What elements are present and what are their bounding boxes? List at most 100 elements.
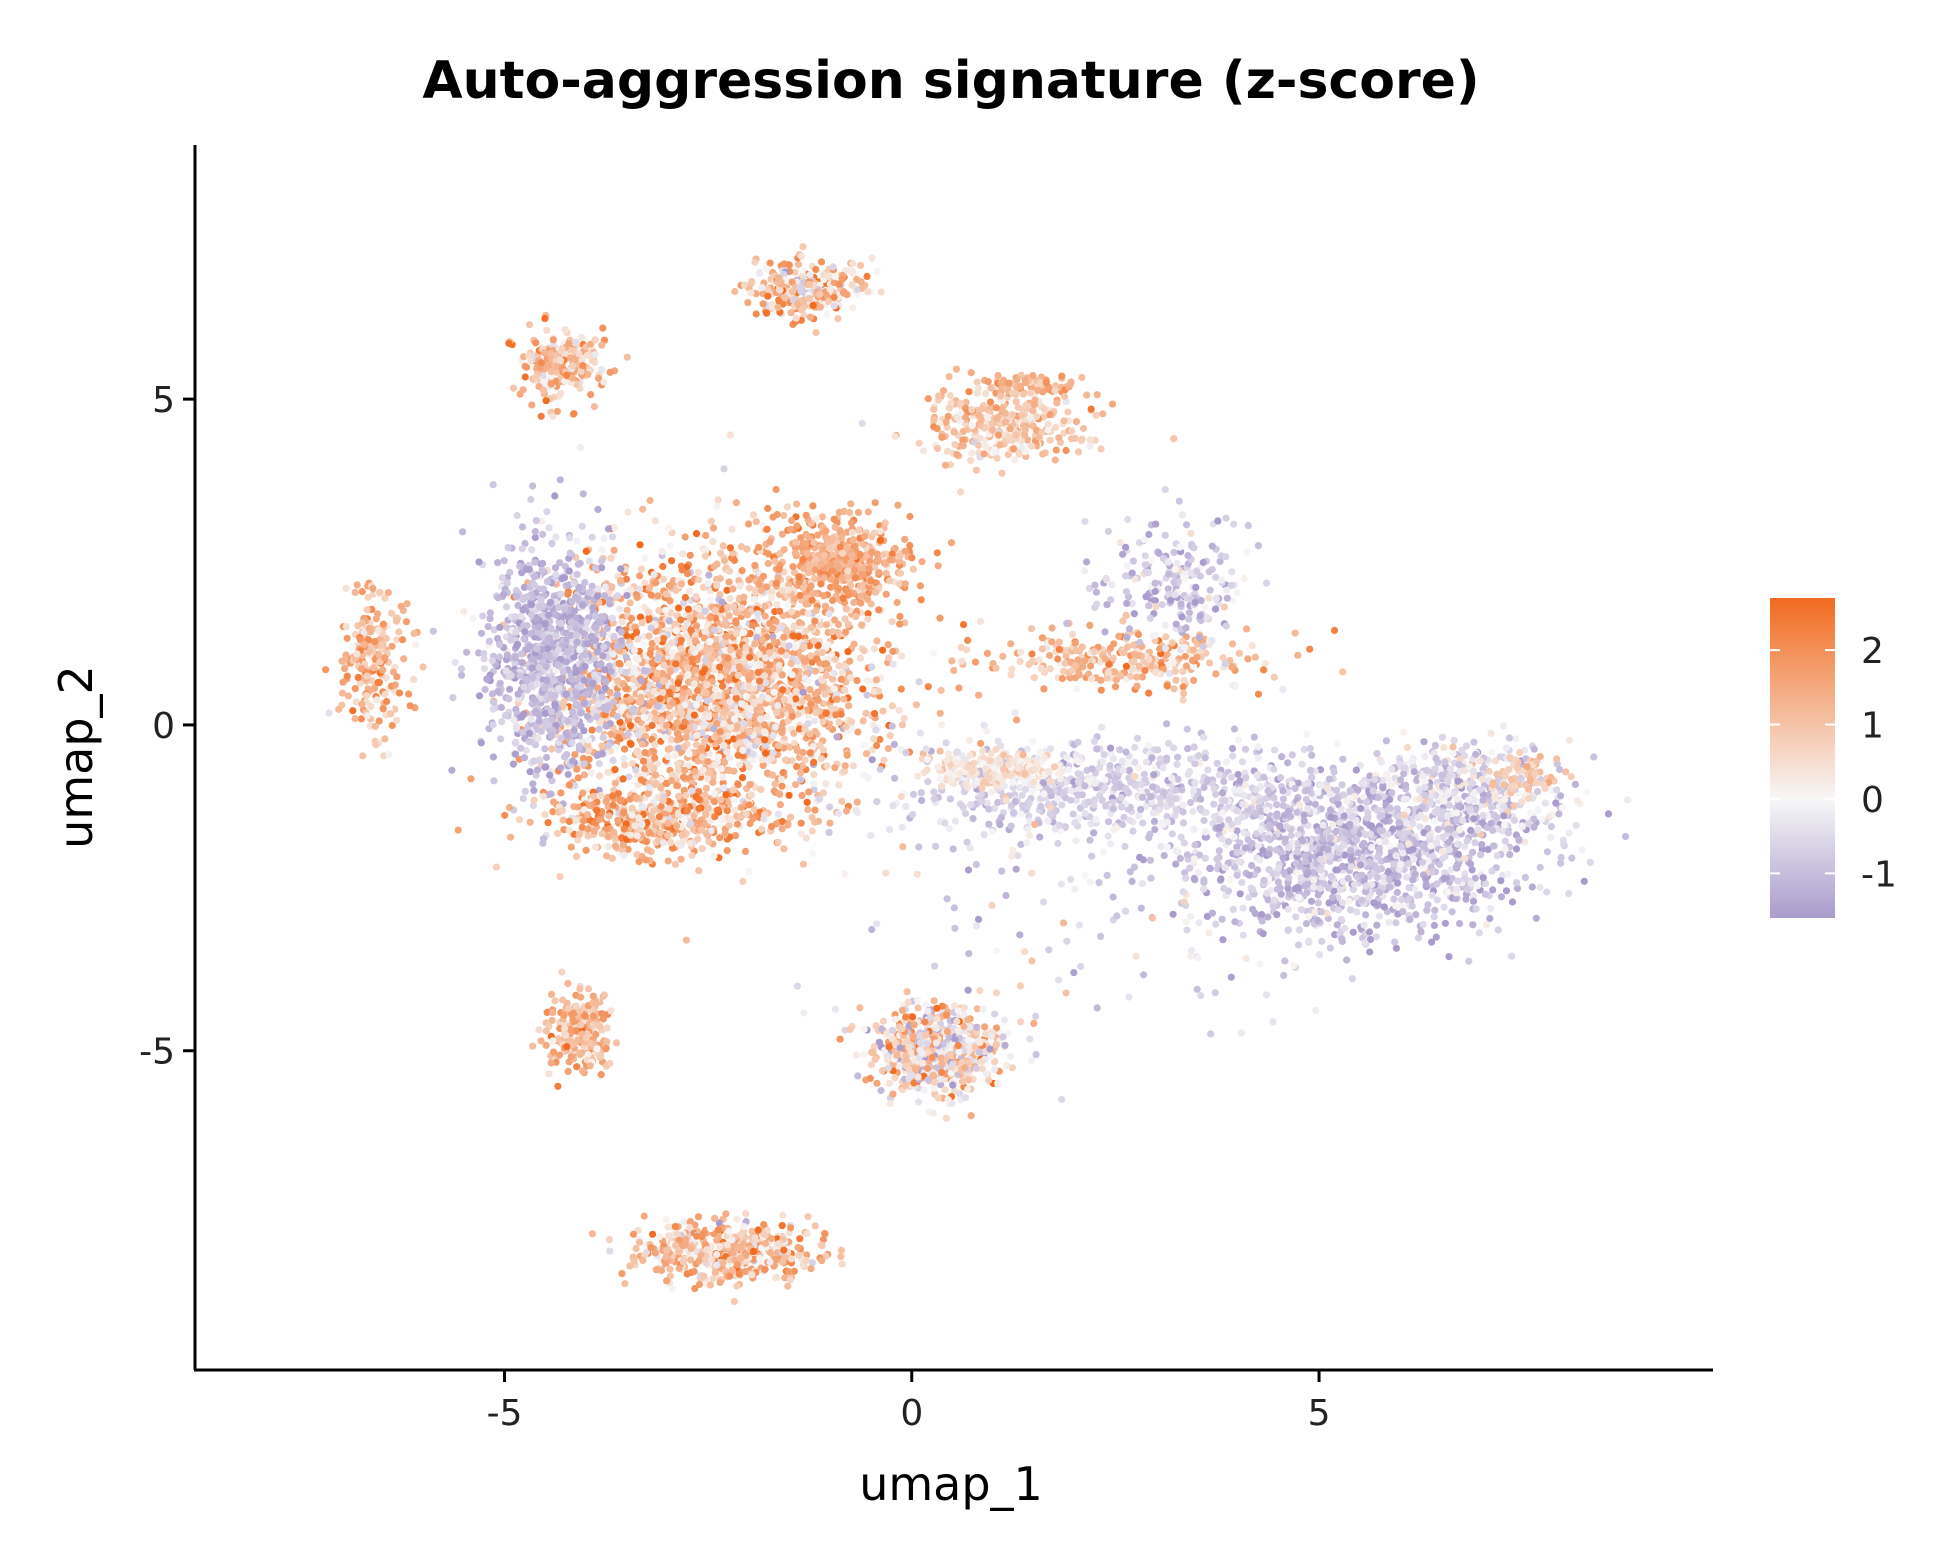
cell-point [741,702,749,710]
cell-point [496,623,504,632]
cell-point [734,671,742,680]
cell-point [575,742,583,750]
cell-point [749,621,757,629]
cell-point [638,725,646,733]
cell-point [571,688,579,696]
cell-point [761,736,769,744]
cell-point [543,578,552,586]
cell-point [607,554,615,562]
cell-point [608,584,616,592]
cell-point [711,813,719,821]
cell-point [693,741,701,749]
cell-point [558,806,567,815]
cell-point [1292,913,1300,921]
cell-point [1095,879,1103,887]
cell-point [796,591,804,600]
cell-point [862,709,870,717]
cell-point [898,652,906,660]
cell-point [547,732,555,740]
cell-point [652,579,660,587]
cell-point [733,722,741,730]
cell-point [648,698,656,706]
cell-point [598,742,606,750]
cell-point [691,637,700,645]
cell-point [813,655,821,663]
cell-point [588,582,596,590]
cell-point [711,626,719,634]
cell-point [585,588,594,597]
cell-point [519,795,527,803]
cell-point [664,819,672,828]
cell-point [842,807,851,815]
cell-point [609,756,617,765]
cell-point [798,697,806,706]
cell-point [659,562,667,571]
cell-point [864,615,872,623]
cell-point [720,758,729,767]
cell-point [792,681,800,689]
cell-point [864,508,872,516]
cell-point [807,700,815,708]
cell-point [742,643,750,651]
cell-point [848,528,856,537]
cell-point [584,736,593,744]
cell-point [838,669,847,677]
cell-point [646,496,654,505]
cell-point [843,544,851,552]
cell-point [454,826,462,834]
cell-point [592,713,601,721]
cell-point [608,533,617,541]
cell-point [738,774,747,782]
cell-point [1182,874,1190,882]
cell-point [627,614,636,623]
cell-point [628,811,636,819]
cell-point [831,655,839,664]
cell-point [863,691,871,699]
cell-point [656,695,664,703]
cell-point [870,735,878,743]
cell-point [609,801,617,809]
cell-point [565,567,573,575]
cell-point [611,842,620,850]
cell-point [637,677,645,685]
cell-point [525,565,533,573]
cell-point [669,699,677,707]
cell-point [799,555,807,564]
cell-point [590,792,598,800]
cell-point [489,481,497,489]
cell-point [596,815,604,824]
cell-point [822,709,830,717]
cell-point [584,640,592,648]
cell-point [585,557,593,565]
cell-point [698,744,706,752]
cell-point [727,646,735,654]
cell-point [948,657,956,665]
cell-point [666,582,674,590]
cell-point [798,791,806,800]
cell-point [800,643,808,651]
cell-point [668,557,676,565]
cell-point [681,593,690,602]
cell-point [598,546,606,554]
cell-point [1568,854,1576,862]
cell-point [723,748,731,756]
cell-point [756,715,765,723]
cell-point [548,745,556,753]
cell-point [781,756,789,764]
cell-point [899,843,907,851]
cell-point [501,711,509,720]
cell-point [879,646,887,654]
cell-point [771,557,779,565]
cell-point [775,607,784,615]
cell-point [528,664,536,672]
cell-point [1373,750,1381,758]
cell-point [747,791,756,799]
cell-point [859,540,868,548]
cell-point [889,647,897,656]
cell-point [827,561,836,569]
cell-point [857,592,865,600]
cell-point [588,533,596,541]
cell-point [766,661,774,669]
cell-point [755,580,763,588]
cell-point [600,592,609,600]
